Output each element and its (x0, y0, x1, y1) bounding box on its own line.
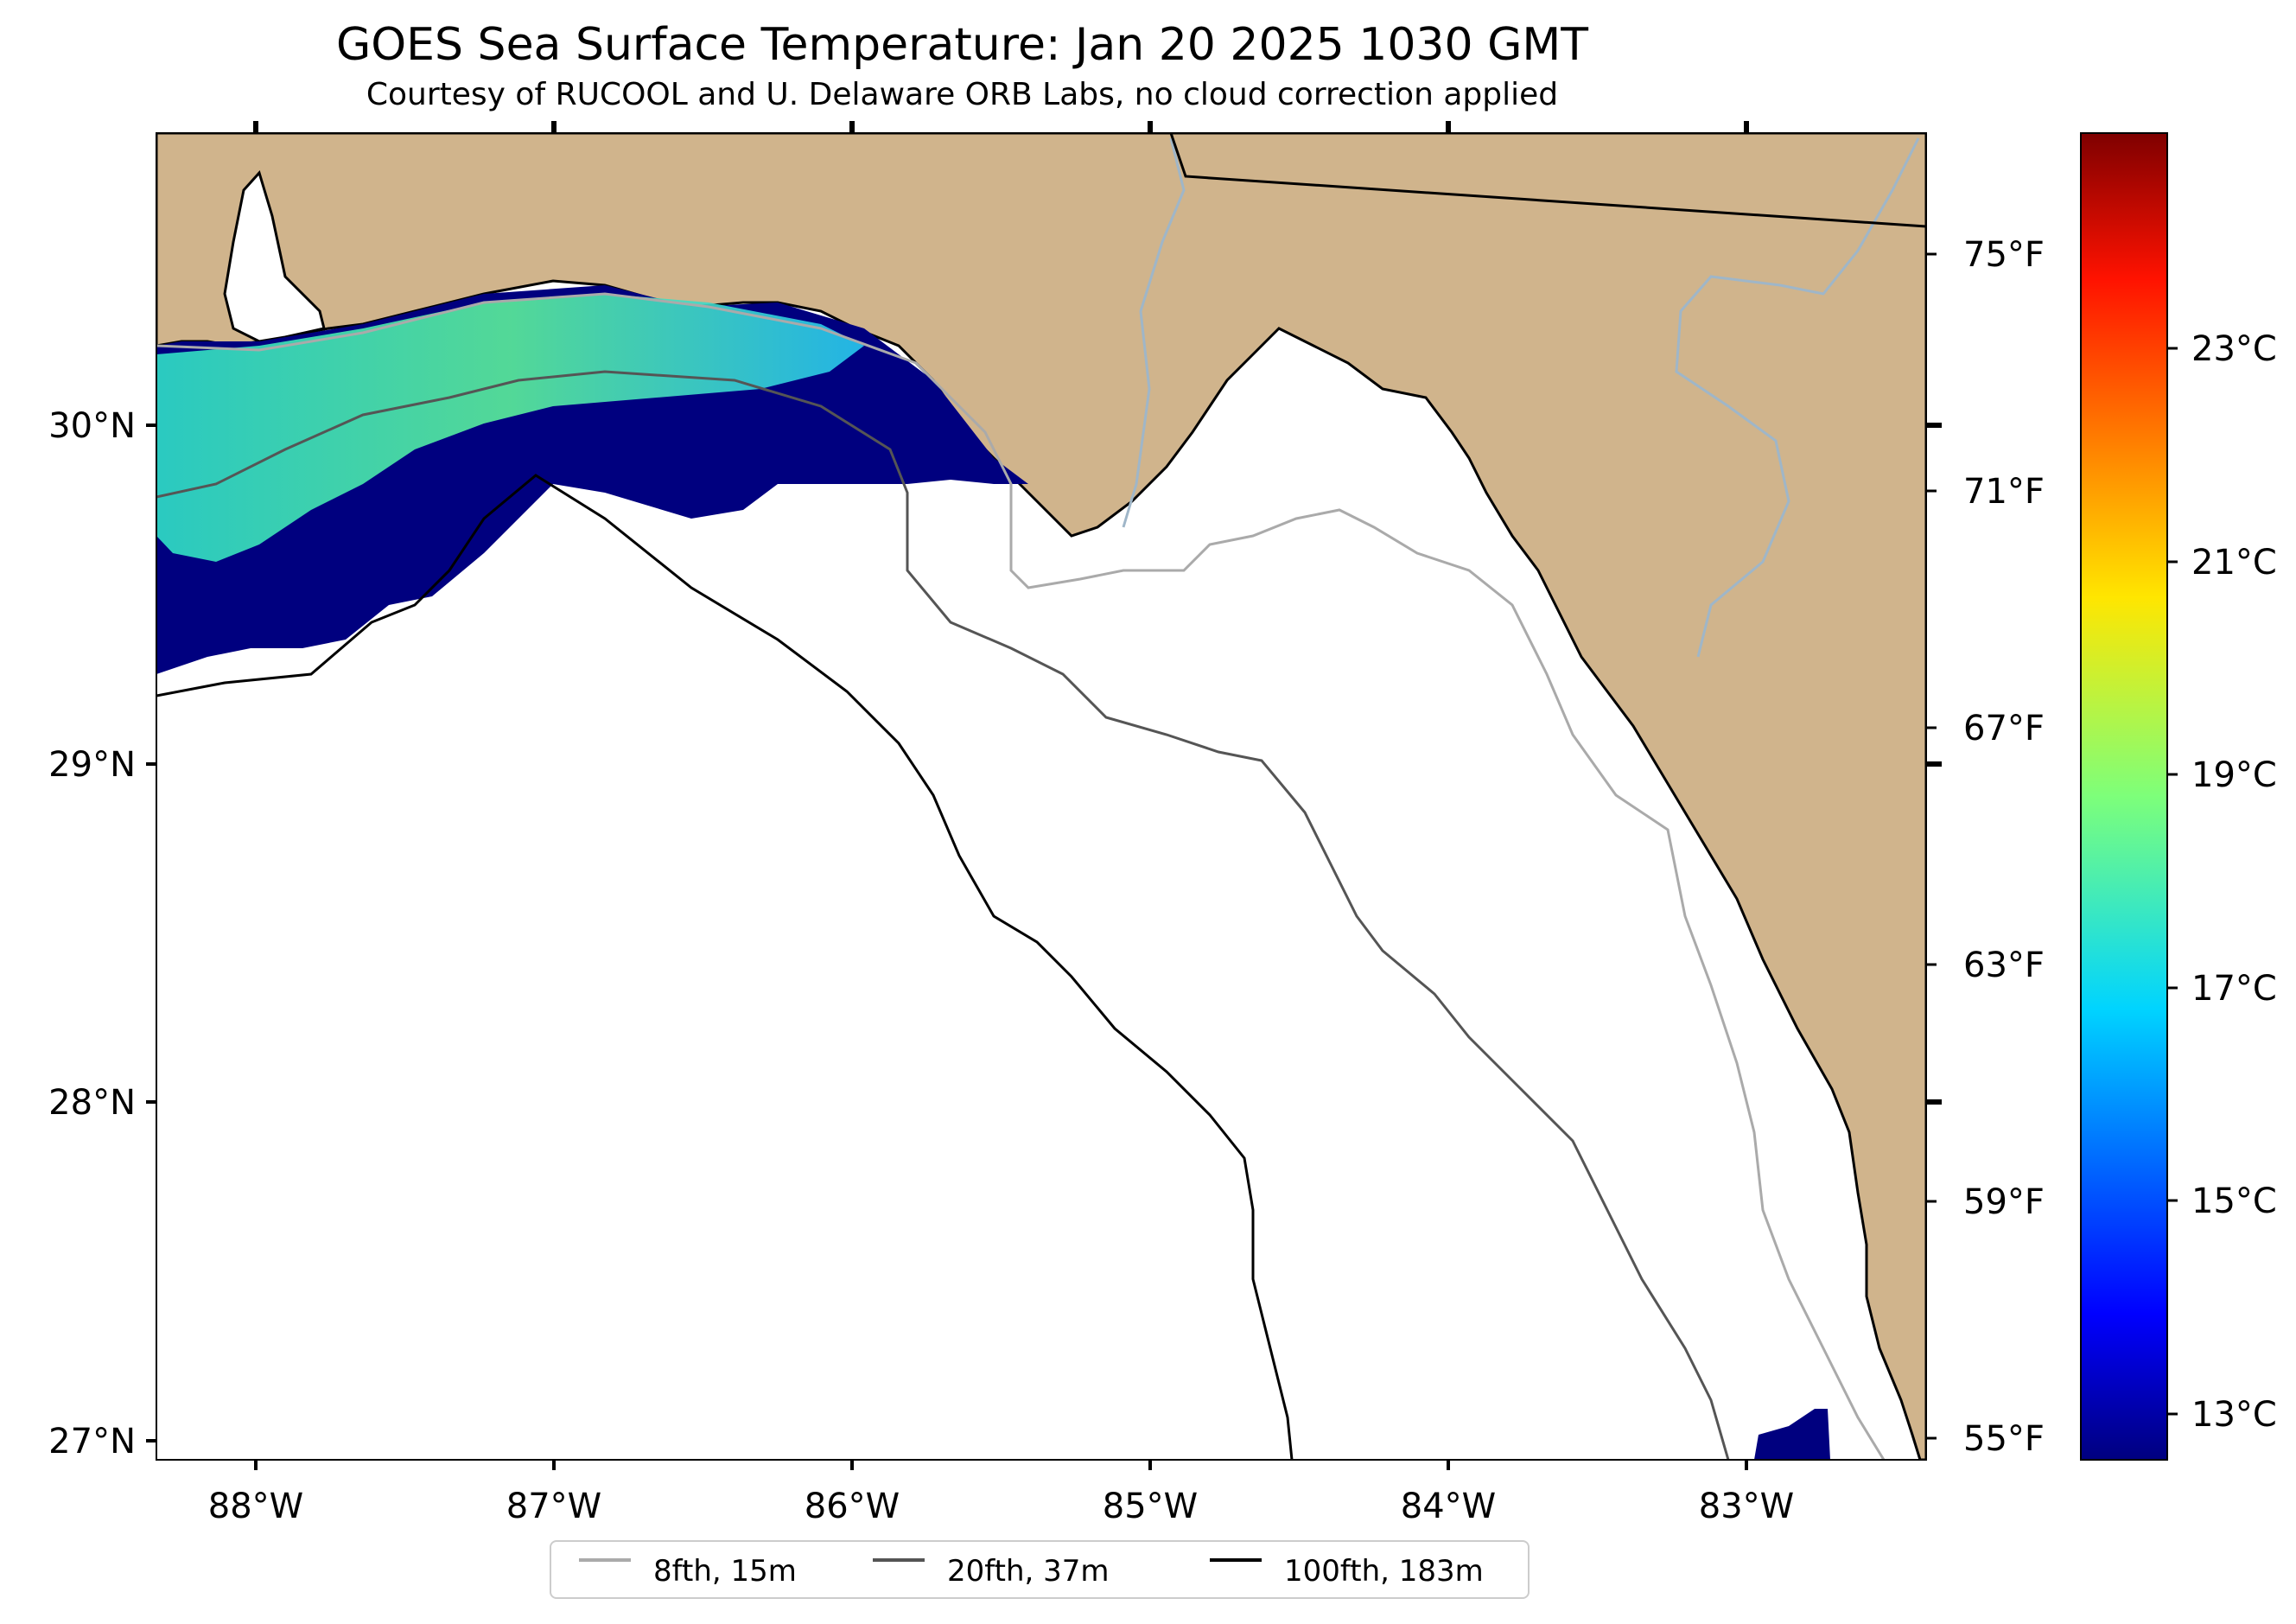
river (1675, 137, 1920, 658)
mobile-bay (223, 170, 326, 343)
colorbar-label: 15°C (2191, 1181, 2277, 1221)
lon-label: 88°W (208, 1487, 303, 1526)
colorbar-ticks (2167, 347, 2178, 1416)
temp-f-label: 55°F (1963, 1419, 2045, 1459)
sst-bottom-patch (1754, 1409, 1830, 1460)
lon-axis-top (253, 121, 1749, 133)
map-title: GOES Sea Surface Temperature: Jan 20 202… (335, 19, 1589, 71)
land-area (156, 133, 1926, 1460)
legend-swatch-8fth (579, 1558, 631, 1562)
lon-label: 85°W (1103, 1487, 1198, 1526)
colorbar-label: 23°C (2191, 329, 2277, 369)
river (1122, 137, 1186, 528)
colorbar (2080, 132, 2168, 1461)
legend-label-100fth: 100fth, 183m (1284, 1554, 1484, 1589)
legend-label-8fth: 8fth, 15m (653, 1554, 797, 1589)
lon-label: 87°W (506, 1487, 601, 1526)
lat-label: 29°N (48, 745, 136, 785)
lon-label: 83°W (1699, 1487, 1794, 1526)
legend-swatch-100fth (1210, 1558, 1262, 1562)
temp-f-label: 75°F (1963, 235, 2045, 275)
map-subtitle: Courtesy of RUCOOL and U. Delaware ORB L… (366, 77, 1559, 112)
sst-warm-band (156, 294, 864, 562)
colorbar-label: 17°C (2191, 969, 2277, 1009)
right-axis (1926, 252, 1942, 1440)
colorbar-label: 21°C (2191, 543, 2277, 583)
isobath-100fth (156, 474, 1294, 1460)
isobath-20fth (156, 370, 1730, 1460)
colorbar-label: 19°C (2191, 755, 2277, 795)
lat-axis-left (146, 424, 156, 1442)
lat-label: 27°N (48, 1422, 136, 1462)
temp-f-label: 63°F (1963, 946, 2045, 985)
lat-label: 28°N (48, 1083, 136, 1123)
lon-label: 84°W (1401, 1487, 1496, 1526)
lon-label: 86°W (805, 1487, 900, 1526)
lon-axis-bottom (254, 1460, 1748, 1470)
lat-label: 30°N (48, 406, 136, 446)
map-border (156, 132, 1927, 1461)
legend-swatch-20fth (873, 1558, 925, 1562)
temp-f-label: 59°F (1963, 1182, 2045, 1222)
temp-f-label: 71°F (1963, 472, 2045, 512)
legend-label-20fth: 20fth, 37m (947, 1554, 1110, 1589)
isobath-legend: 8fth, 15m 20fth, 37m 100fth, 183m (550, 1540, 1530, 1599)
colorbar-label: 13°C (2191, 1395, 2277, 1435)
state-boundary (1169, 133, 1926, 228)
temp-f-label: 67°F (1963, 709, 2045, 748)
isobath-8fth (156, 292, 1886, 1460)
